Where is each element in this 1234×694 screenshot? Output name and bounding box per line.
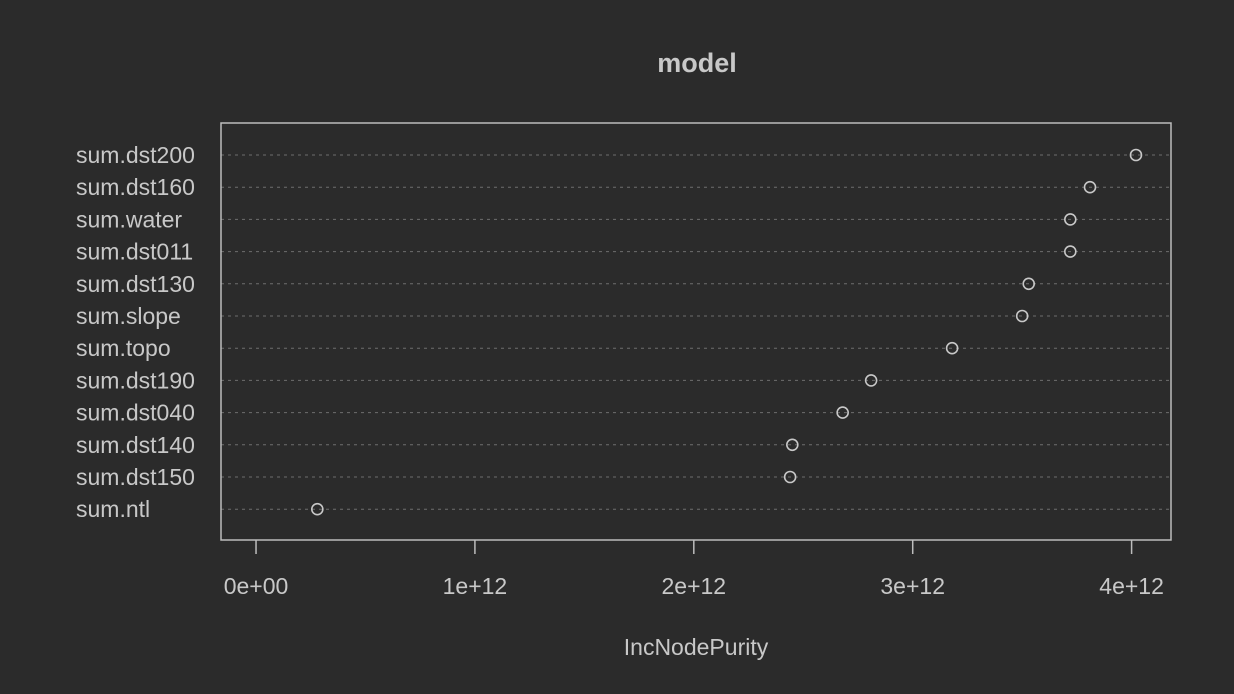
category-label: sum.dst040 <box>76 400 195 426</box>
x-tick-label: 0e+00 <box>224 573 289 599</box>
x-tick-label: 3e+12 <box>880 573 945 599</box>
chart-title: model <box>657 48 737 78</box>
category-label: sum.dst200 <box>76 142 195 168</box>
category-label: sum.dst011 <box>76 239 193 265</box>
category-label: sum.slope <box>76 303 181 329</box>
category-label: sum.water <box>76 206 182 232</box>
category-label: sum.ntl <box>76 496 150 522</box>
gridlines <box>221 154 1171 510</box>
plot-frame <box>220 122 1172 541</box>
category-label: sum.topo <box>76 335 171 361</box>
data-point <box>311 502 324 516</box>
data-point <box>1064 245 1077 258</box>
x-tick-label: 4e+12 <box>1099 573 1164 599</box>
x-axis-label: IncNodePurity <box>624 634 769 660</box>
category-label: sum.dst140 <box>76 432 195 458</box>
data-point <box>1064 213 1077 226</box>
data-point <box>786 438 799 452</box>
data-point <box>783 470 797 484</box>
data-point <box>1022 277 1036 291</box>
data-points <box>311 148 1143 516</box>
data-point <box>945 341 959 355</box>
x-axis: 0e+00 1e+12 2e+12 3e+12 4e+12 <box>224 540 1164 599</box>
data-point <box>1015 309 1029 323</box>
data-point <box>1083 180 1097 194</box>
category-labels: sum.dst200 sum.dst160 sum.water sum.dst011 s… <box>76 142 195 522</box>
data-point <box>836 406 849 419</box>
category-label: sum.dst130 <box>76 271 195 297</box>
category-label: sum.dst190 <box>76 367 195 393</box>
x-tick-label: 2e+12 <box>662 573 727 599</box>
data-point <box>864 374 878 387</box>
data-point <box>1129 148 1143 162</box>
category-label: sum.dst160 <box>76 174 195 200</box>
x-tick-label: 1e+12 <box>443 573 508 599</box>
category-label: sum.dst150 <box>76 464 195 490</box>
